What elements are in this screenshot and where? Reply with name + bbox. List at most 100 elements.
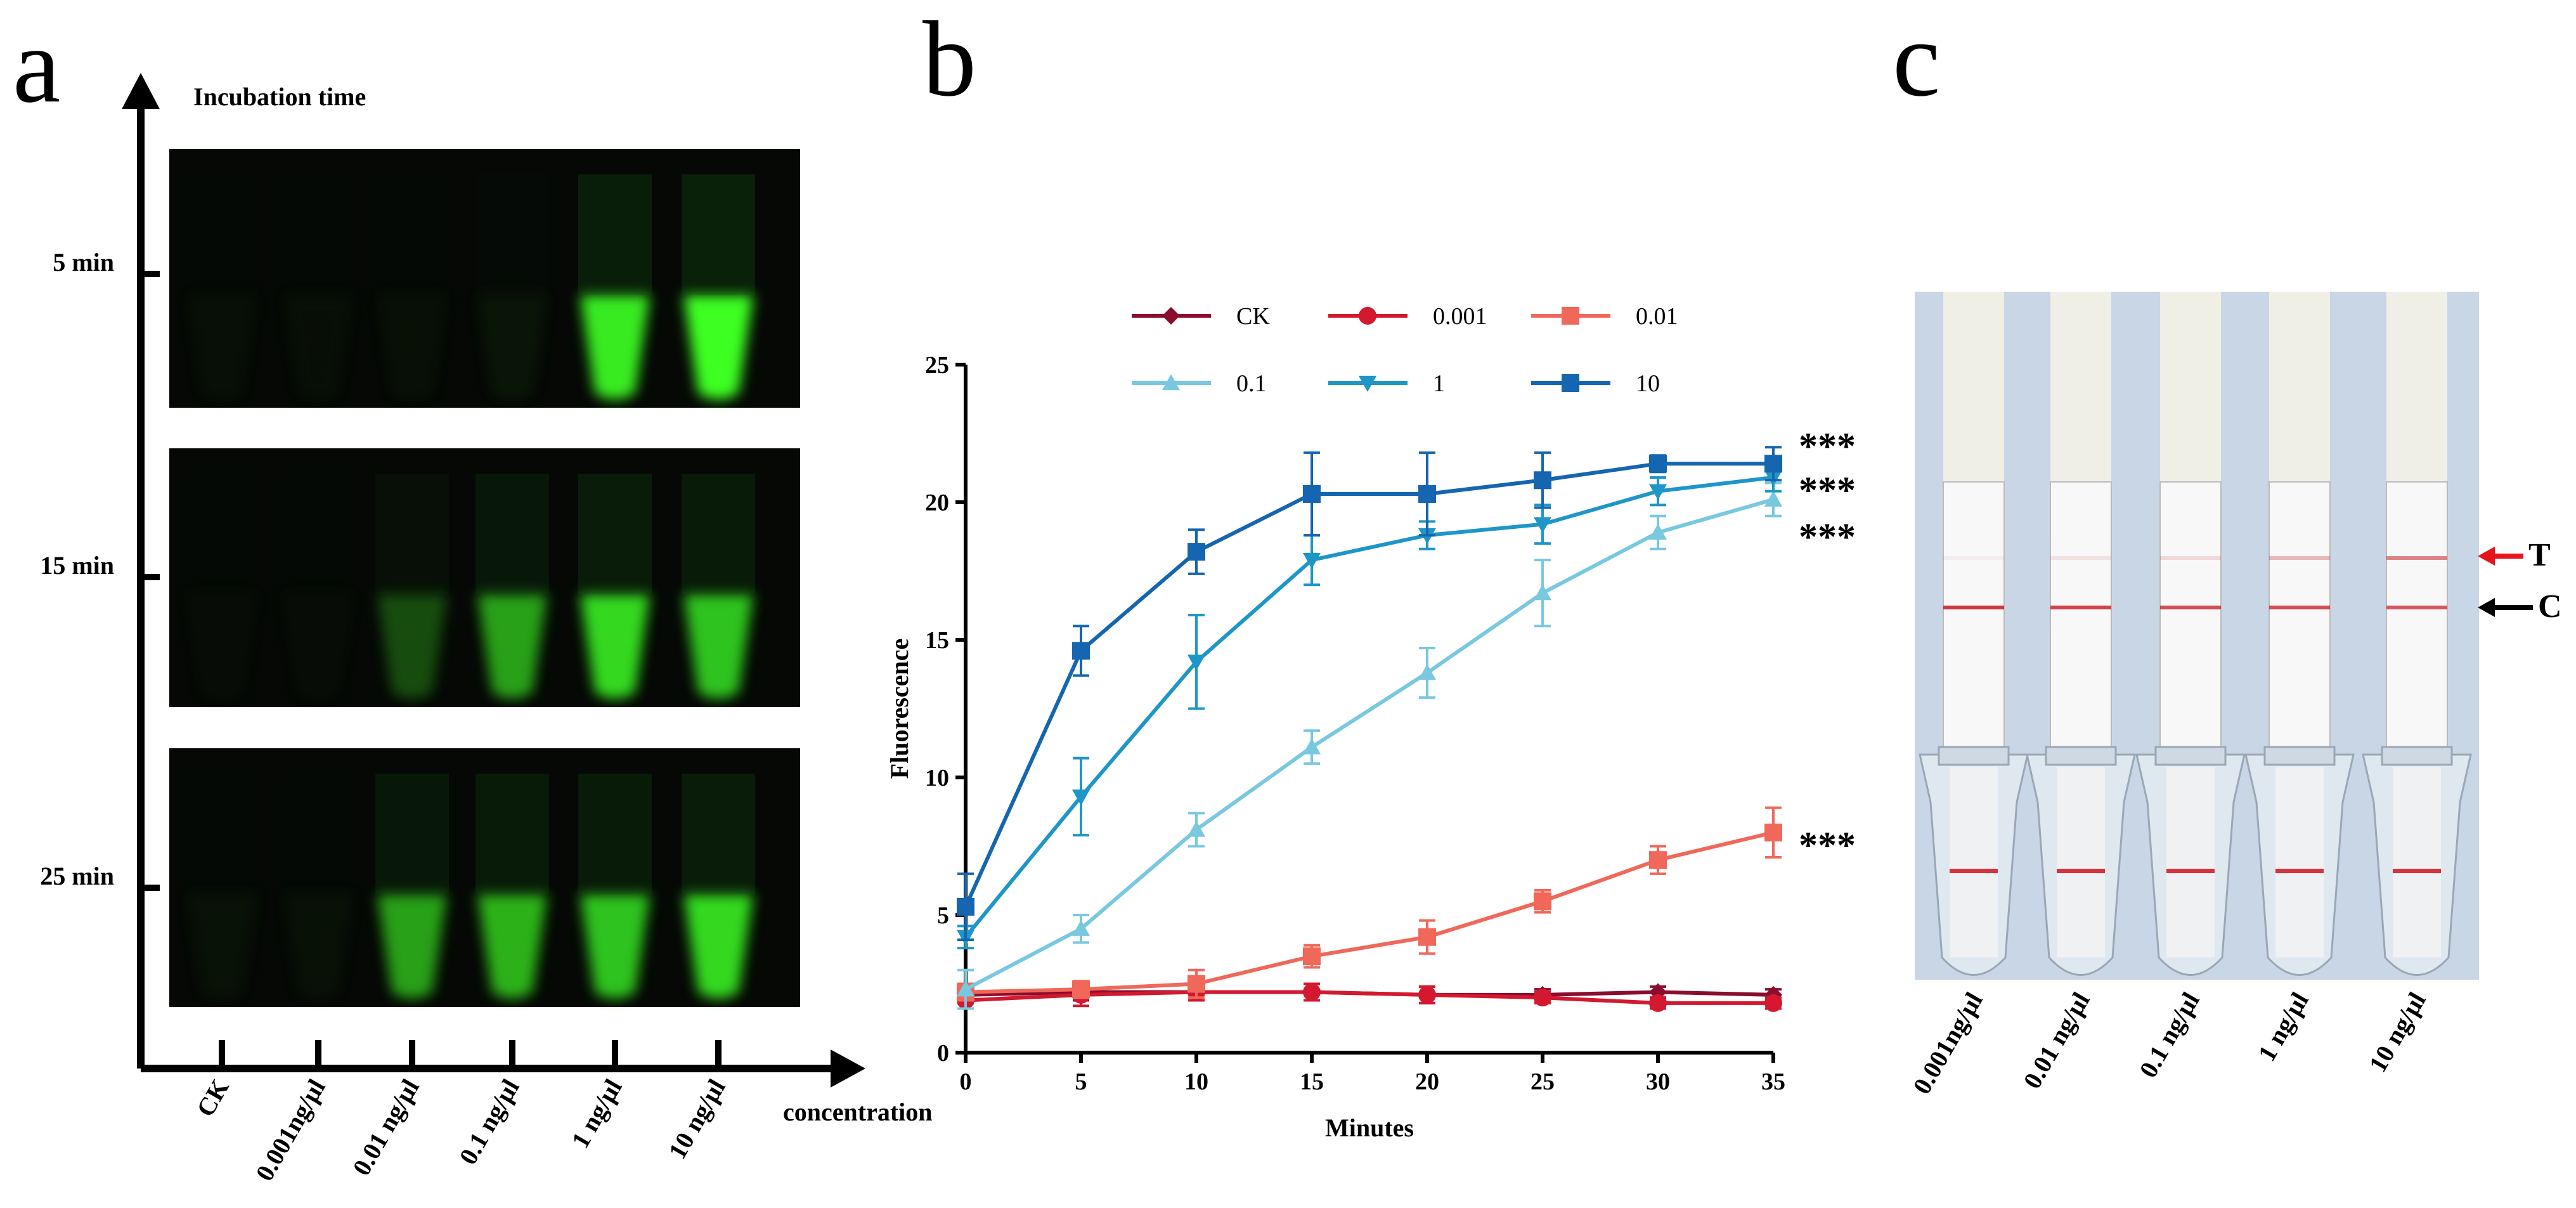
tube-cap	[476, 474, 549, 594]
tube-rim	[2381, 746, 2453, 766]
legend-item: 10	[1531, 370, 1660, 397]
test-line	[2160, 556, 2221, 560]
panel-c: c 0.001ng/μl 0.01 ng/μl 0.1 ng/μl 1 ng/μl 10…	[1893, 0, 2562, 1099]
strip-in-tube	[2057, 767, 2105, 958]
legend-marker	[1359, 307, 1376, 325]
x-tick-label: 15	[1300, 1068, 1324, 1095]
test-strips	[1919, 292, 2472, 976]
panel-a-x-title: concentration	[783, 1098, 933, 1126]
legend-label: 1	[1433, 370, 1445, 397]
tube-cap	[682, 774, 755, 894]
data-point	[957, 980, 974, 997]
test-strip	[1919, 292, 2029, 976]
significance-label: ***	[1799, 469, 1856, 511]
tube-red-band	[2275, 869, 2324, 873]
tube-cap	[682, 174, 755, 295]
data-point	[1534, 517, 1551, 533]
tube-cap	[282, 774, 355, 894]
strip-sample-pad	[2160, 292, 2221, 482]
series-0.1	[957, 481, 1782, 1010]
y-tick-label: 10	[925, 765, 949, 791]
legend-label: CK	[1236, 303, 1270, 330]
data-point	[1303, 484, 1321, 503]
control-line	[1943, 606, 2004, 609]
column-label: 0.01 ng/μl	[347, 1074, 425, 1180]
tube-red-band	[2166, 869, 2215, 873]
strip-in-tube	[2166, 767, 2215, 958]
tube-glow	[683, 295, 753, 399]
legend-marker	[1162, 307, 1180, 325]
tube-glow	[683, 594, 753, 699]
data-point	[1418, 484, 1436, 503]
tube-glow	[377, 295, 447, 399]
tube-cap	[185, 474, 259, 594]
panel-c-letter: c	[1893, 0, 1940, 119]
control-line	[2269, 606, 2330, 609]
test-strip-labels: 0.001ng/μl 0.01 ng/μl 0.1 ng/μl 1 ng/μl 10 n…	[1907, 987, 2431, 1099]
test-strip	[2135, 292, 2246, 976]
legend-label: 0.01	[1636, 303, 1678, 330]
tube-cap	[375, 474, 449, 594]
tube-red-band	[2393, 869, 2441, 873]
arrow-t-head	[2478, 547, 2495, 566]
data-point	[1188, 821, 1205, 837]
series-line	[964, 475, 1774, 938]
series-line	[965, 830, 1774, 994]
tube-glow	[580, 295, 650, 399]
data-point	[1418, 928, 1436, 946]
tube-glow	[580, 594, 650, 699]
data-point	[1649, 484, 1667, 500]
column-label: 10 ng/μl	[663, 1074, 731, 1164]
data-point	[1764, 490, 1782, 507]
significance-label: ***	[1799, 516, 1856, 558]
control-line	[2160, 606, 2221, 609]
tube-rim	[1938, 746, 2010, 766]
strip-sample-pad	[2269, 292, 2330, 482]
tube-cap	[476, 174, 549, 295]
chart-legend: CK 0.001 0.01 0.1 1 10	[1132, 303, 1678, 397]
test-line	[1943, 556, 2004, 560]
tube-cap	[682, 474, 755, 594]
tube-glow	[187, 594, 257, 699]
strip-label: 1 ng/μl	[2252, 987, 2314, 1066]
strip-label: 0.001ng/μl	[1907, 987, 1988, 1099]
data-point	[1072, 919, 1090, 936]
legend-item: 0.001	[1328, 303, 1487, 330]
legend-marker	[1562, 374, 1579, 392]
tube-glow	[580, 894, 650, 999]
arrow-c-label: C	[2538, 588, 2562, 625]
legend-marker	[1562, 307, 1579, 325]
test-strip	[2026, 292, 2136, 976]
data-point	[1534, 584, 1551, 601]
panel-a: a Incubation time concentration 5 min 15 …	[13, 6, 933, 1186]
y-tick-label: 25	[925, 352, 949, 379]
tube-glow	[187, 295, 257, 399]
significance-label: ***	[1799, 425, 1856, 467]
x-tick-label: 10	[1184, 1068, 1208, 1095]
chart-annotations: ************	[1799, 425, 1856, 866]
test-line	[2050, 556, 2111, 560]
legend-marker	[1359, 375, 1376, 392]
test-line	[2269, 556, 2330, 560]
tube-cap	[375, 774, 449, 894]
series-line	[964, 462, 1773, 908]
data-point	[1764, 455, 1782, 473]
column-label: 0.1 ng/μl	[453, 1074, 525, 1169]
data-point	[1188, 975, 1205, 993]
arrow-c-head	[2478, 598, 2495, 617]
control-line	[2050, 606, 2111, 609]
x-tick-label: 0	[960, 1068, 972, 1095]
panel-b: b 0 5 10 15 20 25 0 5 10 15 20 25 30 35 Minutes Fluores…	[885, 0, 1856, 1142]
row-label: 25 min	[40, 862, 114, 890]
series-line	[965, 990, 1773, 1005]
y-tick-label: 20	[925, 490, 949, 516]
data-point	[1188, 543, 1205, 561]
legend-item: 1	[1328, 370, 1445, 397]
data-point	[1534, 892, 1551, 911]
tube-cap	[476, 774, 549, 894]
x-tick-label: 5	[1075, 1068, 1087, 1095]
tube-glow	[283, 594, 353, 699]
test-strip	[2362, 292, 2472, 976]
data-point	[1764, 823, 1782, 841]
